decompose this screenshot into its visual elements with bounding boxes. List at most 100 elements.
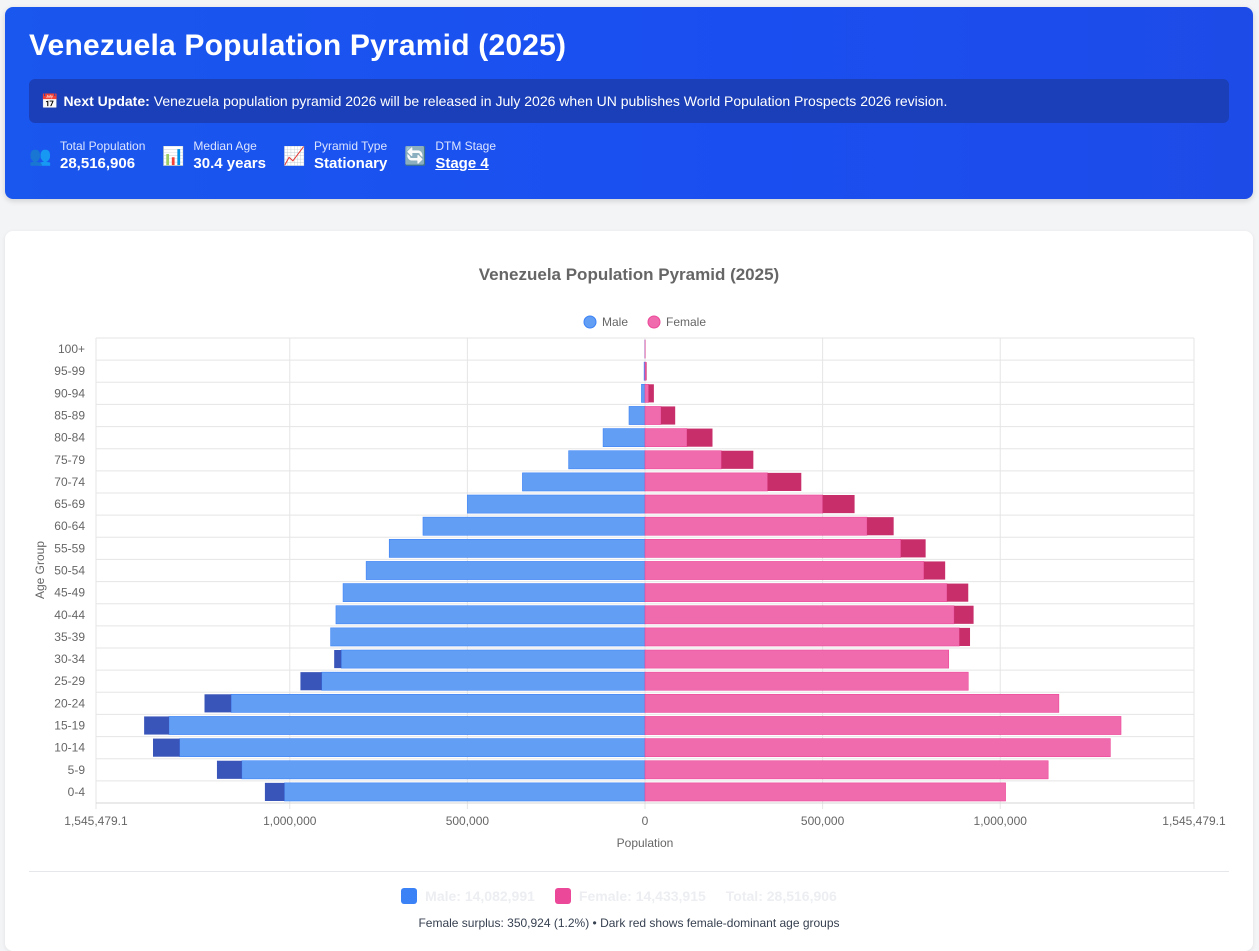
bar-female-55-59: [645, 539, 901, 557]
bar-female-surplus-85-89: [661, 406, 675, 424]
summary-female: Female: 14,433,915: [555, 888, 706, 904]
stat-value: 28,516,906: [60, 154, 145, 173]
bar-female-5-9: [645, 761, 1048, 779]
bar-chart-icon: 📊: [162, 146, 184, 167]
x-tick-label: 1,000,000: [263, 814, 317, 828]
x-tick-label: 500,000: [446, 814, 490, 828]
bar-male-55-59: [389, 539, 645, 557]
summary-total-text: Total: 28,516,906: [726, 888, 837, 904]
y-tick-15-19: 15-19: [54, 719, 85, 733]
summary-male-text: Male: 14,082,991: [425, 888, 535, 904]
legend: Male Female: [584, 315, 706, 329]
bar-male-surplus-0-4: [265, 783, 285, 801]
legend-male-label: Male: [602, 315, 628, 329]
summary-female-text: Female: 14,433,915: [579, 888, 706, 904]
stats-row: 👥 Total Population 28,516,906 📊 Median A…: [29, 139, 513, 173]
legend-female[interactable]: Female: [648, 315, 706, 329]
y-tick-5-9: 5-9: [68, 763, 86, 777]
bar-male-85-89: [629, 406, 645, 424]
bar-female-surplus-70-74: [768, 473, 802, 491]
y-tick-90-94: 90-94: [54, 386, 85, 400]
bar-male-35-39: [331, 628, 645, 646]
stat-label: Median Age: [193, 139, 266, 154]
bar-female-35-39: [645, 628, 959, 646]
y-axis-label: Age Group: [33, 541, 47, 599]
bar-female-40-44: [645, 606, 954, 624]
bar-female-surplus-75-79: [721, 451, 753, 469]
bar-female-75-79: [645, 451, 721, 469]
bar-male-surplus-15-19: [144, 716, 169, 734]
stat-label: Total Population: [60, 139, 145, 154]
bar-male-10-14: [180, 739, 645, 757]
dtm-stage-link[interactable]: Stage 4: [435, 154, 496, 173]
bars: [144, 340, 1121, 801]
bar-male-75-79: [569, 451, 645, 469]
notice-text: Venezuela population pyramid 2026 will b…: [154, 93, 948, 109]
bar-male-45-49: [343, 584, 645, 602]
bar-male-surplus-10-14: [153, 739, 180, 757]
y-tick-10-14: 10-14: [54, 741, 85, 755]
y-tick-40-44: 40-44: [54, 608, 85, 622]
bar-female-surplus-60-64: [867, 517, 894, 535]
x-axis-label: Population: [617, 836, 674, 850]
bar-female-surplus-40-44: [954, 606, 974, 624]
y-tick-labels: 100+95-9990-9485-8980-8475-7970-7465-696…: [54, 342, 85, 799]
population-pyramid-chart: Venezuela Population Pyramid (2025) Male…: [5, 231, 1253, 871]
bar-female-surplus-65-69: [823, 495, 855, 513]
bar-female-surplus-35-39: [959, 628, 970, 646]
y-tick-25-29: 25-29: [54, 674, 85, 688]
x-tick-label: 0: [642, 814, 649, 828]
bar-male-60-64: [423, 517, 645, 535]
bar-male-15-19: [169, 716, 645, 734]
y-tick-60-64: 60-64: [54, 519, 85, 533]
bar-male-90-94: [641, 384, 645, 402]
bar-male-surplus-30-34: [334, 650, 341, 668]
summary-total: Total: 28,516,906: [726, 888, 837, 904]
legend-female-label: Female: [666, 315, 706, 329]
divider: [29, 871, 1229, 872]
stat-dtm-stage[interactable]: 🔄 DTM Stage Stage 4: [404, 139, 496, 173]
bar-male-65-69: [467, 495, 645, 513]
calendar-icon: 📅: [41, 93, 58, 110]
bar-female-10-14: [645, 739, 1110, 757]
stat-value: 30.4 years: [193, 154, 266, 173]
bar-male-surplus-20-24: [205, 694, 232, 712]
stat-value: Stationary: [314, 154, 387, 173]
y-tick-20-24: 20-24: [54, 696, 85, 710]
stat-pyramid-type: 📈 Pyramid Type Stationary: [283, 139, 387, 173]
legend-male[interactable]: Male: [584, 315, 628, 329]
summary-totals: Male: 14,082,991 Female: 14,433,915 Tota…: [5, 888, 1253, 904]
bar-female-surplus-90-94: [649, 384, 654, 402]
bar-male-70-74: [522, 473, 645, 491]
y-tick-55-59: 55-59: [54, 541, 85, 555]
stat-label: Pyramid Type: [314, 139, 387, 154]
people-icon: 👥: [29, 146, 51, 167]
bar-male-surplus-25-29: [300, 672, 321, 690]
bar-male-surplus-5-9: [217, 761, 242, 779]
surplus-note: Female surplus: 350,924 (1.2%) • Dark re…: [5, 916, 1253, 930]
page-title: Venezuela Population Pyramid (2025): [29, 29, 566, 63]
y-tick-35-39: 35-39: [54, 630, 85, 644]
y-tick-50-54: 50-54: [54, 564, 85, 578]
bar-male-30-34: [341, 650, 645, 668]
bar-male-40-44: [336, 606, 645, 624]
header-banner: Venezuela Population Pyramid (2025) 📅 Ne…: [5, 7, 1253, 199]
cycle-icon: 🔄: [404, 146, 426, 167]
bar-male-80-84: [603, 429, 645, 447]
bar-female-15-19: [645, 716, 1121, 734]
trend-chart-icon: 📈: [283, 146, 305, 167]
bar-female-70-74: [645, 473, 768, 491]
bar-female-30-34: [645, 650, 949, 668]
bar-female-surplus-55-59: [901, 539, 926, 557]
bar-male-50-54: [366, 561, 645, 579]
y-tick-30-34: 30-34: [54, 652, 85, 666]
chart-title: Venezuela Population Pyramid (2025): [479, 265, 779, 284]
stat-total-population: 👥 Total Population 28,516,906: [29, 139, 145, 173]
bar-male-0-4: [284, 783, 645, 801]
y-tick-85-89: 85-89: [54, 409, 85, 423]
bar-female-60-64: [645, 517, 867, 535]
male-swatch: [401, 888, 417, 904]
y-tick-0-4: 0-4: [68, 785, 86, 799]
y-tick-100+: 100+: [58, 342, 85, 356]
